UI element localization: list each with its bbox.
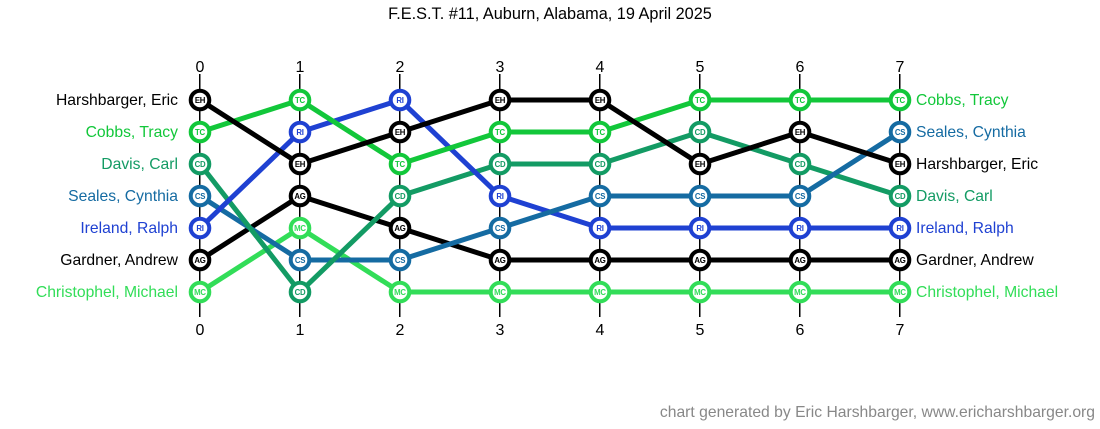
svg-text:Gardner, Andrew: Gardner, Andrew: [60, 252, 178, 269]
svg-text:5: 5: [696, 322, 705, 339]
svg-text:Cobbs, Tracy: Cobbs, Tracy: [916, 92, 1009, 109]
svg-text:CS: CS: [495, 224, 505, 233]
svg-text:RI: RI: [796, 224, 803, 233]
svg-text:Harshbarger, Eric: Harshbarger, Eric: [916, 156, 1038, 173]
svg-text:MC: MC: [494, 288, 506, 297]
svg-text:MC: MC: [894, 288, 906, 297]
svg-text:CS: CS: [695, 192, 705, 201]
svg-text:CS: CS: [595, 192, 605, 201]
svg-text:AG: AG: [394, 224, 405, 233]
svg-text:EH: EH: [195, 96, 206, 105]
svg-text:CD: CD: [495, 160, 506, 169]
svg-text:7: 7: [896, 59, 905, 76]
svg-text:RI: RI: [596, 224, 603, 233]
svg-text:RI: RI: [696, 224, 703, 233]
svg-text:Christophel, Michael: Christophel, Michael: [916, 284, 1058, 301]
svg-text:0: 0: [196, 59, 205, 76]
svg-text:CD: CD: [895, 192, 906, 201]
svg-text:MC: MC: [794, 288, 806, 297]
svg-text:EH: EH: [895, 160, 906, 169]
svg-text:Seales, Cynthia: Seales, Cynthia: [68, 188, 178, 205]
svg-text:F.E.S.T. #11, Auburn, Alabama,: F.E.S.T. #11, Auburn, Alabama, 19 April …: [388, 5, 712, 23]
svg-text:TC: TC: [195, 128, 206, 137]
svg-text:MC: MC: [194, 288, 206, 297]
svg-text:RI: RI: [496, 192, 503, 201]
svg-text:RI: RI: [196, 224, 203, 233]
svg-text:EH: EH: [295, 160, 306, 169]
svg-text:MC: MC: [594, 288, 606, 297]
svg-text:AG: AG: [594, 256, 605, 265]
svg-text:CS: CS: [195, 192, 205, 201]
svg-text:TC: TC: [495, 128, 506, 137]
svg-text:4: 4: [596, 322, 605, 339]
svg-text:3: 3: [496, 322, 505, 339]
svg-text:EH: EH: [495, 96, 506, 105]
svg-text:AG: AG: [894, 256, 905, 265]
svg-text:CD: CD: [195, 160, 206, 169]
svg-text:EH: EH: [695, 160, 706, 169]
svg-text:1: 1: [296, 59, 305, 76]
svg-text:CS: CS: [895, 128, 905, 137]
svg-text:AG: AG: [794, 256, 805, 265]
svg-text:AG: AG: [294, 192, 305, 201]
svg-text:MC: MC: [694, 288, 706, 297]
svg-text:TC: TC: [295, 96, 306, 105]
svg-text:CD: CD: [795, 160, 806, 169]
svg-text:CS: CS: [395, 256, 405, 265]
svg-text:1: 1: [296, 322, 305, 339]
svg-text:Seales, Cynthia: Seales, Cynthia: [916, 124, 1026, 141]
svg-text:MC: MC: [394, 288, 406, 297]
svg-text:AG: AG: [194, 256, 205, 265]
svg-text:TC: TC: [695, 96, 706, 105]
svg-text:4: 4: [596, 59, 605, 76]
svg-text:CD: CD: [295, 288, 306, 297]
svg-text:TC: TC: [795, 96, 806, 105]
svg-text:CS: CS: [295, 256, 305, 265]
svg-text:chart generated by Eric Harshb: chart generated by Eric Harshbarger, www…: [660, 404, 1095, 421]
svg-text:MC: MC: [294, 224, 306, 233]
svg-text:2: 2: [396, 322, 405, 339]
svg-text:2: 2: [396, 59, 405, 76]
svg-text:Cobbs, Tracy: Cobbs, Tracy: [86, 124, 179, 141]
svg-text:RI: RI: [896, 224, 903, 233]
svg-text:CD: CD: [595, 160, 606, 169]
svg-text:6: 6: [796, 322, 805, 339]
svg-text:TC: TC: [895, 96, 906, 105]
svg-text:EH: EH: [595, 96, 606, 105]
svg-text:Davis, Carl: Davis, Carl: [101, 156, 178, 173]
svg-text:RI: RI: [396, 96, 403, 105]
svg-text:AG: AG: [494, 256, 505, 265]
svg-text:EH: EH: [795, 128, 806, 137]
svg-text:RI: RI: [296, 128, 303, 137]
svg-text:TC: TC: [395, 160, 406, 169]
svg-text:Davis, Carl: Davis, Carl: [916, 188, 993, 205]
svg-text:Gardner, Andrew: Gardner, Andrew: [916, 252, 1034, 269]
svg-text:Harshbarger, Eric: Harshbarger, Eric: [56, 92, 178, 109]
svg-text:CS: CS: [795, 192, 805, 201]
svg-text:7: 7: [896, 322, 905, 339]
svg-text:5: 5: [696, 59, 705, 76]
svg-text:CD: CD: [695, 128, 706, 137]
svg-text:EH: EH: [395, 128, 406, 137]
svg-text:AG: AG: [694, 256, 705, 265]
svg-text:0: 0: [196, 322, 205, 339]
svg-text:Ireland, Ralph: Ireland, Ralph: [80, 220, 178, 237]
svg-text:Christophel, Michael: Christophel, Michael: [36, 284, 178, 301]
svg-text:TC: TC: [595, 128, 606, 137]
svg-text:CD: CD: [395, 192, 406, 201]
svg-text:6: 6: [796, 59, 805, 76]
svg-text:3: 3: [496, 59, 505, 76]
svg-text:Ireland, Ralph: Ireland, Ralph: [916, 220, 1014, 237]
